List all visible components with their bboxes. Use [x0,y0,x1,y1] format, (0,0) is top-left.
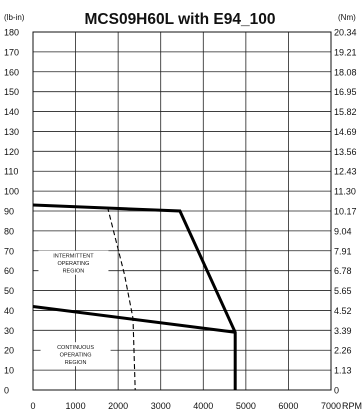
x-tick-label: 4000 [193,401,213,411]
y-tick-label-right: 20.34 [334,28,357,38]
y-tick-label-left: 160 [4,67,19,77]
x-axis-unit: RPM [342,401,362,411]
y-tick-label-right: 18.08 [334,67,357,77]
x-tick-label: 1000 [66,401,86,411]
plot-frame [32,31,332,391]
grid [32,31,332,391]
x-tick-label: 2000 [108,401,128,411]
left-axis-unit: (lb-in) [4,13,25,22]
y-tick-label-right: 3.39 [334,326,352,336]
series-layer [32,203,237,391]
x-tick-label: 0 [30,401,35,411]
y-tick-label-right: 2.26 [334,346,352,356]
y-tick-label-right: 16.95 [334,87,357,97]
y-tick-label-left: 20 [4,346,14,356]
y-tick-label-left: 120 [4,147,19,157]
y-tick-label-left: 40 [4,306,14,316]
region-label-bg [38,250,109,275]
torque-curve-line [32,305,236,334]
y-tick-label-left: 170 [4,47,19,57]
y-tick-label-right: 10.17 [334,207,357,217]
y-tick-label-left: 180 [4,28,19,38]
y-tick-label-right: 13.56 [334,147,357,157]
region-label-line: INTERMITTENT [53,254,94,260]
x-tick-label: 3000 [151,401,171,411]
y-tick-label-left: 10 [4,366,14,376]
y-tick-label-right: 1.13 [334,366,352,376]
region-annotations: INTERMITTENTOPERATINGREGIONCONTINUOUSOPE… [38,250,111,367]
torque-curve-line [32,203,237,390]
x-tick-label: 5000 [236,401,256,411]
y-tick-label-left: 30 [4,326,14,336]
y-tick-label-right: 14.69 [334,127,357,137]
region-label-line: OPERATING [60,353,92,359]
y-tick-label-left: 90 [4,207,14,217]
y-tick-label-left: 0 [4,386,9,396]
y-tick-label-left: 140 [4,107,19,117]
x-tick-label: 6000 [278,401,298,411]
y-tick-label-left: 60 [4,266,14,276]
y-tick-label-right: 11.30 [334,187,356,197]
y-tick-label-right: 15.82 [334,107,357,117]
region-label-line: REGION [65,360,87,366]
y-tick-label-right: 6.78 [334,266,352,276]
y-tick-label-right: 19.21 [334,47,357,57]
right-axis-unit: (Nm) [338,13,356,22]
region-label-bg [40,342,111,367]
y-tick-label-left: 110 [4,167,18,177]
chart-title: MCS09H60L with E94_100 [85,11,276,28]
y-tick-label-left: 130 [4,127,19,137]
region-label-line: REGION [63,269,85,275]
dashed-series-line [106,206,136,391]
y-tick-label-left: 50 [4,286,14,296]
y-tick-label-left: 100 [4,187,19,197]
y-tick-label-left: 150 [4,87,19,97]
y-tick-label-left: 70 [4,246,14,256]
y-tick-label-right: 0 [334,386,339,396]
x-tick-label: 7000 [321,401,341,411]
y-tick-label-right: 7.91 [334,246,352,256]
region-label-line: OPERATING [57,261,89,267]
y-tick-label-left: 80 [4,226,14,236]
tick-labels: 0 1000 2000 3000 4000 5000 6000 7000 0 0 10 1.13 20 2… [4,28,357,412]
y-tick-label-right: 9.04 [334,226,352,236]
y-tick-label-right: 5.65 [334,286,352,296]
y-tick-label-right: 4.52 [334,306,352,316]
region-label-line: CONTINUOUS [57,345,94,351]
y-tick-label-right: 12.43 [334,167,357,177]
